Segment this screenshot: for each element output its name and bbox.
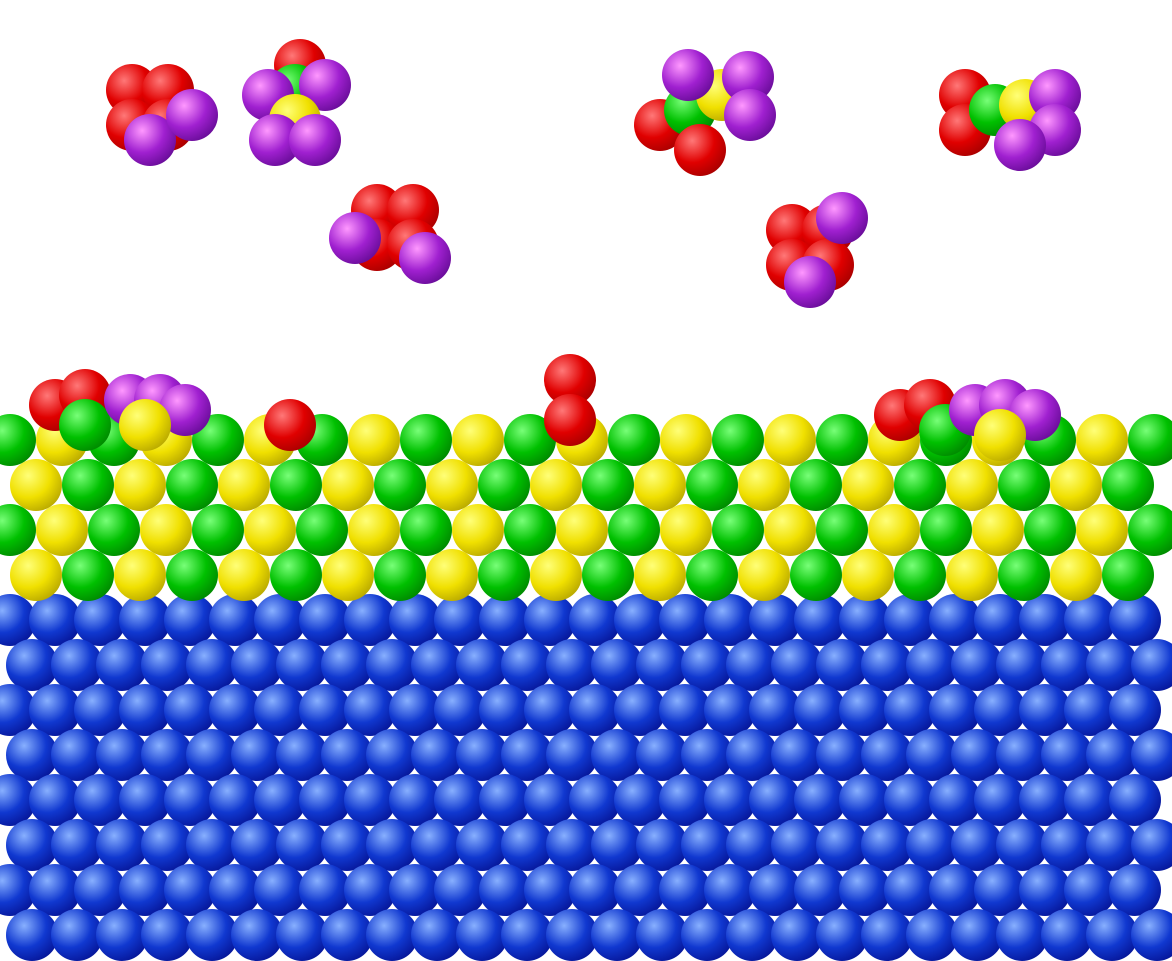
- bimetal-yellow-atom: [426, 549, 478, 601]
- bimetal-yellow-atom: [348, 504, 400, 556]
- bimetal-yellow-atom: [972, 504, 1024, 556]
- bimetal-green-atom: [894, 549, 946, 601]
- gas-cluster-4-purple-atom: [662, 49, 714, 101]
- bimetal-green-atom: [790, 549, 842, 601]
- bimetal-green-atom: [816, 504, 868, 556]
- bimetal-yellow-atom: [140, 504, 192, 556]
- bimetal-green-atom: [374, 459, 426, 511]
- substrate-blue-atom: [1131, 909, 1172, 961]
- bimetal-yellow-atom: [842, 459, 894, 511]
- gas-cluster-5-purple-atom: [784, 256, 836, 308]
- bimetal-green-atom: [296, 504, 348, 556]
- bimetal-green-atom: [816, 414, 868, 466]
- bimetal-green-atom: [270, 459, 322, 511]
- bimetal-yellow-atom: [452, 414, 504, 466]
- bimetal-yellow-atom: [946, 459, 998, 511]
- bimetal-yellow-atom: [36, 504, 88, 556]
- bimetal-yellow-atom: [218, 549, 270, 601]
- adsorbate-mid-red1-red-atom: [264, 399, 316, 451]
- bimetal-green-atom: [478, 549, 530, 601]
- gas-cluster-4-red-atom: [674, 124, 726, 176]
- bimetal-yellow-atom: [1050, 549, 1102, 601]
- bimetal-yellow-atom: [946, 549, 998, 601]
- bimetal-yellow-atom: [634, 459, 686, 511]
- bimetal-yellow-atom: [244, 504, 296, 556]
- bimetal-yellow-atom: [322, 549, 374, 601]
- gas-cluster-2-purple-atom: [289, 114, 341, 166]
- gas-cluster-3-purple-atom: [329, 212, 381, 264]
- bimetal-yellow-atom: [738, 459, 790, 511]
- bimetal-yellow-atom: [10, 549, 62, 601]
- bimetal-yellow-atom: [426, 459, 478, 511]
- bimetal-green-atom: [608, 504, 660, 556]
- bimetal-yellow-atom: [660, 504, 712, 556]
- bimetal-green-atom: [608, 414, 660, 466]
- bimetal-yellow-atom: [530, 549, 582, 601]
- bimetal-green-atom: [712, 414, 764, 466]
- bimetal-green-atom: [920, 504, 972, 556]
- bimetal-green-atom: [62, 549, 114, 601]
- bimetal-green-atom: [686, 459, 738, 511]
- bimetal-yellow-atom: [1076, 414, 1128, 466]
- bimetal-yellow-atom: [322, 459, 374, 511]
- bimetal-green-atom: [1024, 504, 1076, 556]
- gas-cluster-3-purple-atom: [399, 232, 451, 284]
- adsorbate-left-yellow-atom: [119, 399, 171, 451]
- bimetal-green-atom: [88, 504, 140, 556]
- bimetal-green-atom: [400, 414, 452, 466]
- bimetal-yellow-atom: [530, 459, 582, 511]
- bimetal-yellow-atom: [660, 414, 712, 466]
- bimetal-yellow-atom: [1076, 504, 1128, 556]
- bimetal-yellow-atom: [218, 459, 270, 511]
- bimetal-green-atom: [0, 414, 36, 466]
- gas-cluster-6-purple-atom: [994, 119, 1046, 171]
- adsorbate-left-green-atom: [59, 399, 111, 451]
- gas-cluster-4-purple-atom: [724, 89, 776, 141]
- bimetal-green-atom: [1102, 549, 1154, 601]
- bimetal-green-atom: [998, 549, 1050, 601]
- bimetal-yellow-atom: [1050, 459, 1102, 511]
- bimetal-green-atom: [192, 504, 244, 556]
- bimetal-yellow-atom: [10, 459, 62, 511]
- bimetal-green-atom: [270, 549, 322, 601]
- bimetal-green-atom: [1102, 459, 1154, 511]
- adsorbate-mid-reds-red-atom: [544, 394, 596, 446]
- gas-cluster-5-purple-atom: [816, 192, 868, 244]
- bimetal-yellow-atom: [764, 504, 816, 556]
- bimetal-green-atom: [1128, 414, 1172, 466]
- bimetal-yellow-atom: [868, 504, 920, 556]
- bimetal-yellow-atom: [114, 549, 166, 601]
- bimetal-green-atom: [400, 504, 452, 556]
- bimetal-green-atom: [0, 504, 36, 556]
- gas-cluster-1-purple-atom: [166, 89, 218, 141]
- bimetal-yellow-atom: [738, 549, 790, 601]
- bimetal-green-atom: [686, 549, 738, 601]
- bimetal-green-atom: [1128, 504, 1172, 556]
- bimetal-green-atom: [790, 459, 842, 511]
- bimetal-green-atom: [62, 459, 114, 511]
- bimetal-green-atom: [166, 459, 218, 511]
- bimetal-green-atom: [894, 459, 946, 511]
- bimetal-yellow-atom: [634, 549, 686, 601]
- bimetal-green-atom: [504, 504, 556, 556]
- bimetal-green-atom: [582, 459, 634, 511]
- bimetal-yellow-atom: [842, 549, 894, 601]
- simulation-canvas: [0, 0, 1172, 922]
- bimetal-green-atom: [712, 504, 764, 556]
- bimetal-green-atom: [374, 549, 426, 601]
- bimetal-yellow-atom: [556, 504, 608, 556]
- bimetal-green-atom: [166, 549, 218, 601]
- bimetal-yellow-atom: [452, 504, 504, 556]
- bimetal-yellow-atom: [114, 459, 166, 511]
- adsorbate-right-yellow-atom: [974, 409, 1026, 461]
- bimetal-yellow-atom: [348, 414, 400, 466]
- bimetal-yellow-atom: [764, 414, 816, 466]
- bimetal-green-atom: [582, 549, 634, 601]
- bimetal-green-atom: [478, 459, 530, 511]
- bimetal-green-atom: [998, 459, 1050, 511]
